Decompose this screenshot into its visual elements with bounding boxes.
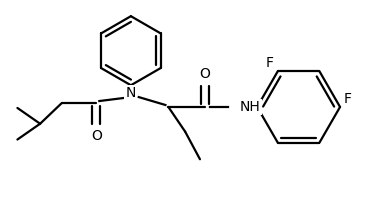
Text: O: O xyxy=(91,129,102,142)
Text: O: O xyxy=(200,67,211,81)
Text: N: N xyxy=(126,86,136,100)
Text: F: F xyxy=(344,92,352,106)
Text: F: F xyxy=(266,56,274,70)
Text: NH: NH xyxy=(240,100,260,114)
